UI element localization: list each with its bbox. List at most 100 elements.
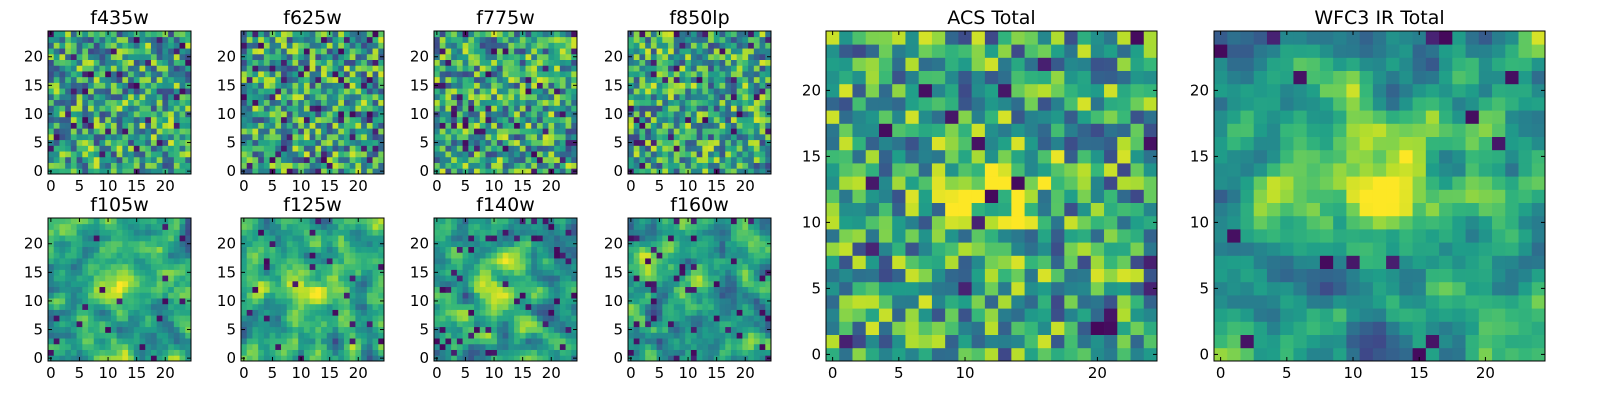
heatmap-cell [349, 128, 356, 135]
heatmap-cell [162, 269, 169, 276]
heatmap-cell [156, 315, 163, 322]
heatmap-cell [753, 71, 760, 78]
heatmap-cell [742, 162, 749, 169]
heatmap-cell [702, 48, 709, 55]
heatmap-cell [730, 145, 738, 152]
heatmap-cell [571, 246, 578, 253]
heatmap-cell [702, 133, 709, 141]
heatmap-cell [122, 139, 129, 146]
heatmap-cell [315, 59, 322, 66]
heatmap-cell [525, 263, 532, 270]
heatmap-cell [156, 156, 163, 163]
heatmap-cell [633, 48, 640, 55]
heatmap-cell [439, 315, 446, 322]
heatmap-cell [673, 168, 680, 175]
heatmap-cell [53, 303, 60, 310]
heatmap-cell [292, 133, 299, 141]
heatmap-cell [338, 286, 345, 293]
heatmap-cell [133, 48, 140, 55]
heatmap-cell [168, 309, 175, 316]
heatmap-cell [116, 275, 123, 282]
heatmap-cell [122, 76, 129, 83]
heatmap-cell [639, 31, 646, 38]
heatmap-cell [719, 280, 726, 288]
heatmap-cell [168, 42, 175, 49]
heatmap-cell [685, 88, 692, 95]
heatmap-cell [173, 292, 180, 299]
heatmap-cell [133, 53, 140, 60]
heatmap-cell [105, 162, 112, 169]
heatmap-cell [685, 332, 692, 339]
heatmap-cell [656, 292, 663, 299]
heatmap-cell [361, 122, 368, 129]
heatmap-cell [281, 111, 288, 118]
heatmap-cell [730, 343, 738, 350]
heatmap-cell [315, 133, 322, 141]
x-tick-label: 15 [513, 177, 532, 195]
heatmap-cell [451, 42, 458, 49]
heatmap-cell [525, 133, 532, 141]
heatmap-cell [702, 116, 709, 123]
heatmap-cell [668, 332, 675, 339]
heatmap-cell [479, 355, 486, 362]
heatmap-cell [565, 151, 572, 158]
heatmap-cell [668, 36, 675, 43]
heatmap-cell [122, 355, 129, 362]
heatmap-cell [116, 298, 123, 305]
heatmap-cell [263, 280, 270, 288]
heatmap-cell [116, 93, 123, 101]
heatmap-cell [719, 151, 726, 158]
heatmap-cell [531, 122, 538, 129]
heatmap-cell [496, 246, 504, 253]
heatmap-cell [145, 48, 152, 55]
heatmap-cell [679, 122, 686, 129]
heatmap-cell [179, 303, 186, 310]
heatmap-cell [548, 88, 555, 95]
heatmap-cell [321, 105, 328, 112]
heatmap-cell [145, 65, 152, 72]
heatmap-cell [445, 240, 452, 247]
heatmap-cell [366, 53, 373, 60]
heatmap-cell [241, 162, 248, 169]
heatmap-cell [673, 315, 680, 322]
heatmap-cell [559, 156, 566, 163]
heatmap-cell [730, 36, 738, 43]
heatmap-cell [548, 326, 555, 333]
heatmap-cell [269, 122, 276, 129]
heatmap-cell [65, 292, 72, 299]
heatmap-cell [536, 332, 544, 339]
panel-title: f105w [90, 194, 149, 216]
heatmap-cell [65, 275, 72, 282]
heatmap-cell [122, 48, 129, 55]
heatmap-cell [639, 326, 646, 333]
heatmap-cell [474, 139, 481, 146]
heatmap-cell [765, 105, 772, 112]
heatmap-cell [53, 292, 60, 299]
heatmap-cell [742, 53, 749, 60]
heatmap-cell [372, 71, 379, 78]
heatmap-cell [173, 326, 180, 333]
heatmap-cell [548, 76, 555, 83]
heatmap-cell [110, 326, 118, 333]
heatmap-cell [531, 315, 538, 322]
heatmap-cell [361, 145, 368, 152]
heatmap-cell [736, 280, 743, 288]
heatmap-cell [99, 355, 106, 362]
heatmap-cell [571, 105, 578, 112]
heatmap-cell [708, 65, 715, 72]
heatmap-cell [246, 31, 253, 38]
heatmap-cell [59, 76, 66, 83]
heatmap-cell [565, 111, 572, 118]
x-tick-label: 10 [292, 364, 311, 382]
heatmap-cell [536, 88, 544, 95]
heatmap-cell [502, 309, 509, 316]
heatmap-cell [361, 65, 368, 72]
heatmap-cell [88, 133, 95, 141]
heatmap-cell [88, 235, 95, 242]
heatmap-cell [719, 116, 726, 123]
heatmap-cell [531, 145, 538, 152]
heatmap-cell [70, 275, 77, 282]
heatmap-cell [508, 133, 515, 141]
heatmap-cell [496, 53, 504, 60]
